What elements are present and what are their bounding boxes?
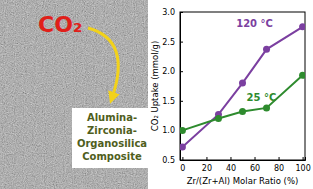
y-tick-mark	[180, 71, 183, 72]
y-tick-label: 2.5	[162, 38, 175, 47]
y-tick-mark	[180, 101, 183, 102]
x-axis-line	[181, 157, 306, 161]
y-tick-label: 1.0	[162, 126, 175, 135]
plot-frame	[180, 12, 305, 160]
plot-area	[180, 23, 305, 150]
caption-line: Alumina-	[87, 112, 137, 123]
x-tick: 20	[202, 157, 212, 173]
y-tick-label: 2.0	[162, 67, 175, 76]
y-tick-mark	[180, 42, 183, 43]
series-label: 25 °C	[247, 92, 277, 103]
series-point	[263, 104, 270, 111]
x-tick: 100	[295, 157, 310, 173]
y-tick-label: 1.5	[162, 97, 175, 106]
y-tick-label: 3.0	[162, 8, 175, 17]
series-point	[180, 143, 186, 150]
x-axis-title: Zr/(Zr+Al) Molar Ratio (%)	[187, 176, 299, 186]
series-point	[299, 23, 305, 30]
y-axis-line	[181, 13, 184, 161]
y-tick: 0.5	[162, 156, 183, 165]
series-line	[182, 75, 302, 130]
caption-line: Composite	[82, 151, 142, 162]
x-tick: 0	[180, 157, 185, 173]
x-tick-label: 100	[295, 164, 310, 173]
x-tick-mark	[230, 157, 231, 160]
x-tick: 60	[250, 157, 260, 173]
y-tick-mark	[180, 12, 183, 13]
y-tick-label: 0.5	[162, 156, 175, 165]
x-axis: 0 20 40 60 80 100	[180, 157, 310, 173]
x-tick-mark	[279, 157, 280, 160]
x-tick-label: 80	[274, 164, 284, 173]
x-tick-label: 40	[226, 164, 236, 173]
x-tick-mark	[206, 157, 207, 160]
arrow	[88, 28, 118, 98]
x-tick-label: 20	[202, 164, 212, 173]
series-point	[180, 127, 186, 134]
x-tick: 80	[274, 157, 284, 173]
canvas: CO₂ Alumina- Zirconia- Organosilica Composit…	[0, 0, 313, 189]
y-axis-title: CO₂ Uptake (mmol/g)	[150, 41, 160, 131]
caption-line: Zirconia-	[87, 125, 137, 136]
x-tick-mark	[255, 157, 256, 160]
co2-label: CO₂	[38, 12, 82, 37]
x-tick-mark	[182, 157, 183, 160]
caption-box	[72, 108, 152, 168]
y-tick: 1.5	[162, 97, 183, 106]
y-tick: 2.0	[162, 67, 183, 76]
y-tick-mark	[180, 160, 183, 161]
y-tick: 2.5	[162, 38, 183, 47]
y-tick: 3.0	[162, 8, 183, 17]
series-line	[182, 27, 302, 147]
x-tick-label: 60	[250, 164, 260, 173]
series-point	[239, 80, 246, 87]
x-tick-mark	[303, 157, 304, 160]
series-label: 120 °C	[236, 18, 273, 29]
series-point	[239, 108, 246, 115]
series-point	[299, 72, 305, 79]
series-point	[263, 46, 270, 53]
x-tick-label: 0	[180, 164, 185, 173]
y-axis: 0.5 1.0 1.5 2.0 2.5 3.0	[162, 8, 183, 165]
series-point	[215, 115, 222, 122]
y-tick: 1.0	[162, 126, 183, 135]
caption-line: Organosilica	[77, 138, 147, 149]
x-tick: 40	[226, 157, 236, 173]
